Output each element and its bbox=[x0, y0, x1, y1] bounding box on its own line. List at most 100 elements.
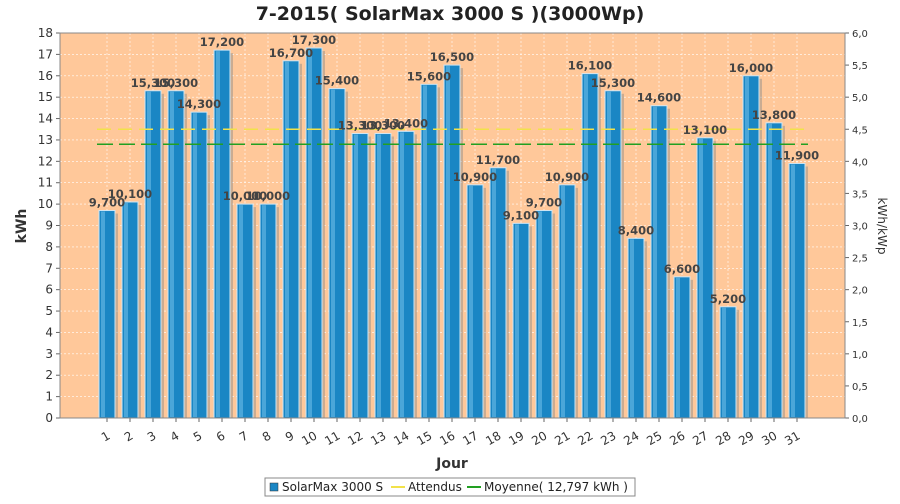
x-tick-label: 1 bbox=[99, 428, 113, 444]
bar-highlight bbox=[193, 113, 197, 417]
x-tick-label: 17 bbox=[460, 428, 480, 448]
bar-value-label: 13,800 bbox=[752, 108, 796, 122]
bar-value-label: 10,000 bbox=[223, 189, 267, 203]
x-tick-label: 12 bbox=[345, 428, 365, 448]
bar-value-label: 14,300 bbox=[177, 97, 221, 111]
x-tick-label: 31 bbox=[782, 428, 802, 448]
y-tick-label: 12 bbox=[38, 154, 53, 168]
bar-value-label: 13,400 bbox=[384, 116, 428, 130]
bar-highlight bbox=[699, 138, 703, 418]
bar-highlight bbox=[239, 205, 243, 417]
bar-highlight bbox=[446, 66, 450, 417]
bar-highlight bbox=[515, 224, 519, 417]
bar-value-label: 14,600 bbox=[637, 91, 681, 105]
y-tick-label: 18 bbox=[38, 26, 53, 40]
y-tick-label: 10 bbox=[38, 197, 53, 211]
bar-highlight bbox=[423, 85, 427, 417]
x-tick-label: 27 bbox=[690, 428, 710, 448]
x-tick-label: 11 bbox=[322, 428, 342, 448]
legend-box bbox=[264, 477, 636, 497]
bar-value-label: 9,700 bbox=[89, 196, 125, 210]
y2-tick-label: 5,0 bbox=[852, 93, 868, 104]
x-tick-label: 24 bbox=[621, 428, 641, 448]
x-tick-label: 10 bbox=[299, 428, 319, 448]
y2-tick-label: 3,0 bbox=[852, 222, 868, 233]
bar-value-label: 8,400 bbox=[618, 223, 654, 237]
bar-value-label: 16,700 bbox=[269, 46, 313, 60]
y-tick-label: 13 bbox=[38, 133, 53, 147]
bar-value-label: 10,900 bbox=[453, 170, 497, 184]
x-tick-label: 20 bbox=[529, 428, 549, 448]
y-tick-label: 14 bbox=[38, 112, 53, 126]
y2-tick-label: 4,5 bbox=[852, 125, 868, 136]
x-tick-label: 13 bbox=[368, 428, 388, 448]
bar-highlight bbox=[331, 89, 335, 417]
bar-highlight bbox=[653, 106, 657, 417]
bar-highlight bbox=[607, 91, 611, 417]
bar-value-label: 11,900 bbox=[775, 148, 819, 162]
bar-highlight bbox=[722, 307, 726, 417]
bar-value-label: 10,900 bbox=[545, 170, 589, 184]
bar-highlight bbox=[147, 91, 151, 417]
bar-highlight bbox=[469, 185, 473, 417]
x-tick-label: 21 bbox=[552, 428, 572, 448]
bar-value-label: 16,000 bbox=[729, 61, 773, 75]
x-tick-label: 15 bbox=[414, 428, 434, 448]
bar-value-label: 13,300 bbox=[361, 119, 405, 133]
bar-highlight bbox=[492, 168, 496, 417]
y2-tick-label: 2,0 bbox=[852, 286, 868, 297]
bar-highlight bbox=[538, 211, 542, 417]
y-tick-label: 7 bbox=[45, 261, 53, 275]
bar-highlight bbox=[676, 277, 680, 417]
plot-border bbox=[59, 32, 846, 419]
x-tick-label: 23 bbox=[598, 428, 618, 448]
x-tick-label: 9 bbox=[283, 428, 297, 444]
x-tick-label: 28 bbox=[713, 428, 733, 448]
y-tick-label: 15 bbox=[38, 90, 53, 104]
bar-value-label: 9,700 bbox=[526, 196, 562, 210]
bar-highlight bbox=[745, 76, 749, 418]
y-tick-label: 3 bbox=[45, 347, 53, 361]
y-tick-label: 9 bbox=[45, 219, 53, 233]
legend-label-average: Moyenne( 12,797 kWh ) bbox=[484, 480, 628, 494]
y2-tick-label: 0,0 bbox=[852, 414, 868, 425]
y-tick-label: 6 bbox=[45, 283, 53, 297]
x-tick-label: 26 bbox=[667, 428, 687, 448]
y-tick-label: 2 bbox=[45, 368, 53, 382]
x-axis-title: Jour bbox=[435, 456, 468, 472]
y2-tick-label: 5,5 bbox=[852, 61, 868, 72]
y-tick-label: 5 bbox=[45, 304, 53, 318]
x-tick-label: 19 bbox=[506, 428, 526, 448]
bar-highlight bbox=[377, 134, 381, 417]
y-tick-label: 11 bbox=[38, 176, 53, 190]
x-tick-label: 30 bbox=[759, 428, 779, 448]
bar-value-label: 15,600 bbox=[407, 69, 451, 83]
x-tick-label: 18 bbox=[483, 428, 503, 448]
x-tick-label: 29 bbox=[736, 428, 756, 448]
bar-highlight bbox=[124, 202, 128, 417]
bar-value-label: 9,100 bbox=[503, 208, 539, 222]
bar-value-label: 10,000 bbox=[246, 189, 290, 203]
bar-value-label: 17,200 bbox=[200, 35, 244, 49]
x-tick-label: 7 bbox=[237, 428, 251, 444]
x-tick-label: 6 bbox=[214, 428, 228, 444]
bar-value-label: 17,300 bbox=[292, 33, 336, 47]
bar-highlight bbox=[584, 74, 588, 417]
bar-value-label: 15,300 bbox=[131, 76, 175, 90]
y-tick-label: 1 bbox=[45, 390, 53, 404]
legend-swatch-solarmax bbox=[269, 482, 279, 492]
y2-tick-label: 2,5 bbox=[852, 254, 868, 265]
x-tick-label: 8 bbox=[260, 428, 274, 444]
bar-value-label: 15,300 bbox=[591, 76, 635, 90]
bar-value-label: 16,100 bbox=[568, 59, 612, 73]
x-tick-label: 14 bbox=[391, 428, 411, 448]
x-tick-label: 16 bbox=[437, 428, 457, 448]
bar-highlight bbox=[101, 211, 105, 417]
y2-tick-label: 1,0 bbox=[852, 350, 868, 361]
bar-value-label: 13,300 bbox=[338, 119, 382, 133]
bar-highlight bbox=[561, 185, 565, 417]
x-tick-label: 22 bbox=[575, 428, 595, 448]
bar-highlight bbox=[791, 164, 795, 417]
bar-highlight bbox=[285, 61, 289, 418]
